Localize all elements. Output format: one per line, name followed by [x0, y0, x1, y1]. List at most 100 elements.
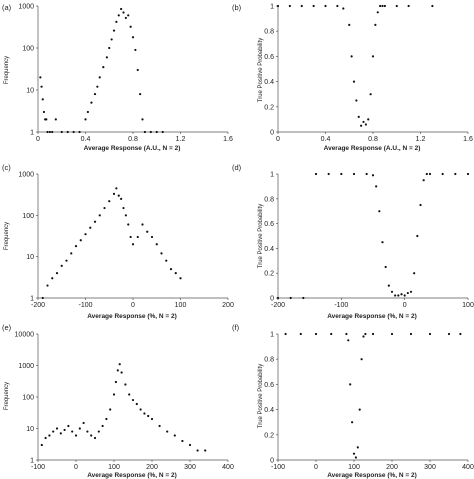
- data-point: [395, 4, 398, 8]
- data-point: [371, 55, 375, 58]
- x-tick-label: 400: [222, 464, 234, 471]
- panel-b: (b) 0 0.4 0.8 1.2 1.6 0 0.2 0.4 0.6 0.8 1 Average R…: [232, 3, 473, 152]
- x-tick-label: 0.4: [321, 136, 331, 143]
- data-point: [181, 439, 184, 443]
- data-point: [288, 4, 291, 8]
- data-point: [365, 172, 368, 176]
- data-point: [173, 434, 176, 437]
- data-point: [139, 92, 142, 96]
- data-point: [55, 272, 59, 275]
- data-point: [312, 4, 315, 8]
- data-point: [276, 4, 280, 8]
- x-tick-label: 400: [462, 464, 474, 471]
- x-tick-label: -100: [271, 464, 285, 471]
- data-point: [364, 332, 367, 336]
- x-tick-label: 0: [276, 136, 280, 143]
- data-point: [327, 172, 330, 176]
- y-tick-label: 10000: [15, 332, 35, 339]
- x-axis-label: Average Response (%, N = 2): [327, 472, 417, 479]
- data-point: [108, 46, 111, 50]
- y-axis-label: Frequency: [4, 222, 10, 250]
- data-point: [375, 185, 378, 188]
- data-point: [118, 363, 121, 366]
- data-point: [67, 424, 70, 428]
- data-point: [66, 130, 69, 134]
- data-point: [336, 4, 339, 8]
- data-point: [349, 383, 352, 386]
- data-point: [45, 118, 48, 121]
- axes: [277, 6, 468, 133]
- data-point: [340, 172, 343, 176]
- data-point: [86, 430, 89, 433]
- panel-a-label: (a): [2, 3, 12, 12]
- data-point: [407, 4, 410, 8]
- data-point: [299, 332, 302, 336]
- data-point: [155, 130, 158, 134]
- data-point: [390, 332, 394, 336]
- data-point: [314, 332, 318, 336]
- y-tick-label: 0.8: [264, 196, 274, 203]
- data-point: [387, 284, 390, 287]
- y-tick-label: 0.2: [264, 432, 274, 439]
- data-point: [360, 358, 363, 361]
- data-point: [394, 294, 397, 297]
- data-point: [60, 130, 63, 134]
- x-tick-label: 100: [108, 464, 120, 471]
- data-point: [109, 408, 112, 411]
- data-point: [136, 68, 139, 72]
- data-point: [378, 210, 381, 213]
- data-point: [276, 296, 280, 300]
- data-point: [289, 296, 292, 300]
- data-point: [39, 76, 42, 79]
- data-point: [352, 172, 356, 176]
- panel-f: (f) -100 0 100 200 300 40000.20.40.60.81Avera…: [232, 323, 474, 479]
- data-point: [362, 335, 365, 338]
- data-point: [60, 264, 63, 267]
- data-point: [141, 118, 144, 121]
- x-tick-label: -100: [31, 464, 45, 471]
- y-tick-label: 100: [22, 395, 34, 402]
- data-point: [381, 241, 384, 244]
- data-point: [48, 434, 51, 437]
- panel-c: (c) -200 -100 0 100 200 1 10 100 1000 Average Res…: [2, 163, 234, 320]
- data-point: [397, 294, 400, 297]
- panel-f-label: (f): [232, 323, 240, 332]
- data-point: [124, 16, 127, 20]
- data-point: [82, 421, 85, 425]
- data-point: [93, 220, 97, 223]
- data-point: [406, 291, 409, 295]
- data-point: [131, 243, 135, 246]
- data-point: [352, 452, 356, 455]
- data-point: [79, 239, 82, 242]
- data-point: [46, 284, 49, 287]
- data-point: [70, 252, 73, 255]
- data-point: [65, 259, 68, 262]
- data-point: [146, 230, 149, 233]
- x-tick-label: 0.8: [368, 136, 378, 143]
- data-point: [360, 124, 363, 127]
- y-tick-label: 1: [270, 172, 274, 179]
- data-point: [376, 11, 379, 14]
- data-point: [165, 259, 168, 262]
- y-tick-label: 0.8: [264, 29, 274, 36]
- axes: [277, 174, 468, 299]
- y-axis-label: True Positive Probability: [258, 38, 264, 102]
- data-point: [134, 48, 137, 52]
- data-point: [117, 194, 120, 197]
- data-point: [347, 339, 350, 342]
- data-point: [41, 296, 44, 300]
- x-tick-label: 1.2: [176, 136, 186, 143]
- data-point: [413, 272, 416, 275]
- data-point: [78, 427, 81, 430]
- axes: [37, 6, 228, 133]
- data-point: [403, 294, 406, 297]
- data-point: [374, 23, 377, 26]
- x-tick-label: -100: [334, 302, 348, 309]
- data-point: [342, 7, 345, 10]
- data-point: [143, 130, 146, 134]
- y-tick-label: 10: [26, 88, 34, 95]
- x-tick-label: 300: [424, 464, 436, 471]
- data-point: [431, 4, 434, 8]
- data-point: [112, 192, 116, 196]
- y-tick-label: 0.4: [264, 407, 274, 414]
